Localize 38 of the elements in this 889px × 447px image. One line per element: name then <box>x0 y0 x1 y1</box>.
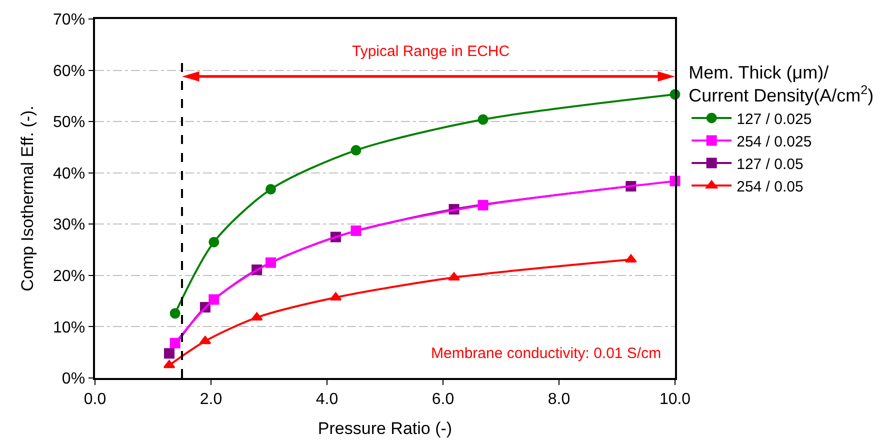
legend-label: 254 / 0.05 <box>736 178 804 196</box>
point <box>170 308 180 319</box>
point <box>199 336 212 344</box>
x-axis-title: Pressure Ratio (-) <box>318 418 452 438</box>
y-tick-label: 70% <box>53 12 86 29</box>
legend-label: 127 / 0.05 <box>736 156 804 173</box>
x-tick-label: 8.0 <box>548 390 570 408</box>
point <box>164 348 174 359</box>
y-tick-label: 40% <box>53 165 86 182</box>
y-tick-label: 30% <box>53 216 86 234</box>
legend-title: Mem. Thick (μm)/ Current Density(A/cm$^{2}$) <box>688 62 874 106</box>
point <box>448 272 460 280</box>
point <box>350 145 362 156</box>
legend-label: 254 / 0.025 <box>736 133 812 150</box>
y-tick-label: 60% <box>53 62 86 80</box>
point <box>478 114 488 125</box>
point <box>208 236 220 248</box>
x-tick-label: 0.0 <box>84 390 106 408</box>
point <box>208 294 220 305</box>
y-axis-title: Comp Isothermal Eff. (-). <box>18 106 38 292</box>
y-tick-label: 50% <box>53 114 86 132</box>
y-tick-label: 10% <box>53 319 86 336</box>
point <box>350 226 362 236</box>
annotation: Membrane conductivity: 0.01 S/cm <box>431 345 662 362</box>
point <box>624 254 637 263</box>
x-tick-label: 6.0 <box>432 390 454 408</box>
point <box>265 257 276 268</box>
point <box>265 184 276 195</box>
x-tick-label: 10.0 <box>659 390 691 408</box>
y-tick-label: 20% <box>53 268 86 286</box>
annotation: Typical Range in ECHC <box>352 43 510 60</box>
x-tick-label: 4.0 <box>316 390 338 408</box>
point <box>163 360 176 368</box>
point <box>478 200 488 210</box>
x-tick-label: 2.0 <box>200 390 222 408</box>
point <box>170 338 180 348</box>
y-tick-label: 0% <box>62 370 86 388</box>
legend-label: 127 / 0.025 <box>736 110 812 128</box>
